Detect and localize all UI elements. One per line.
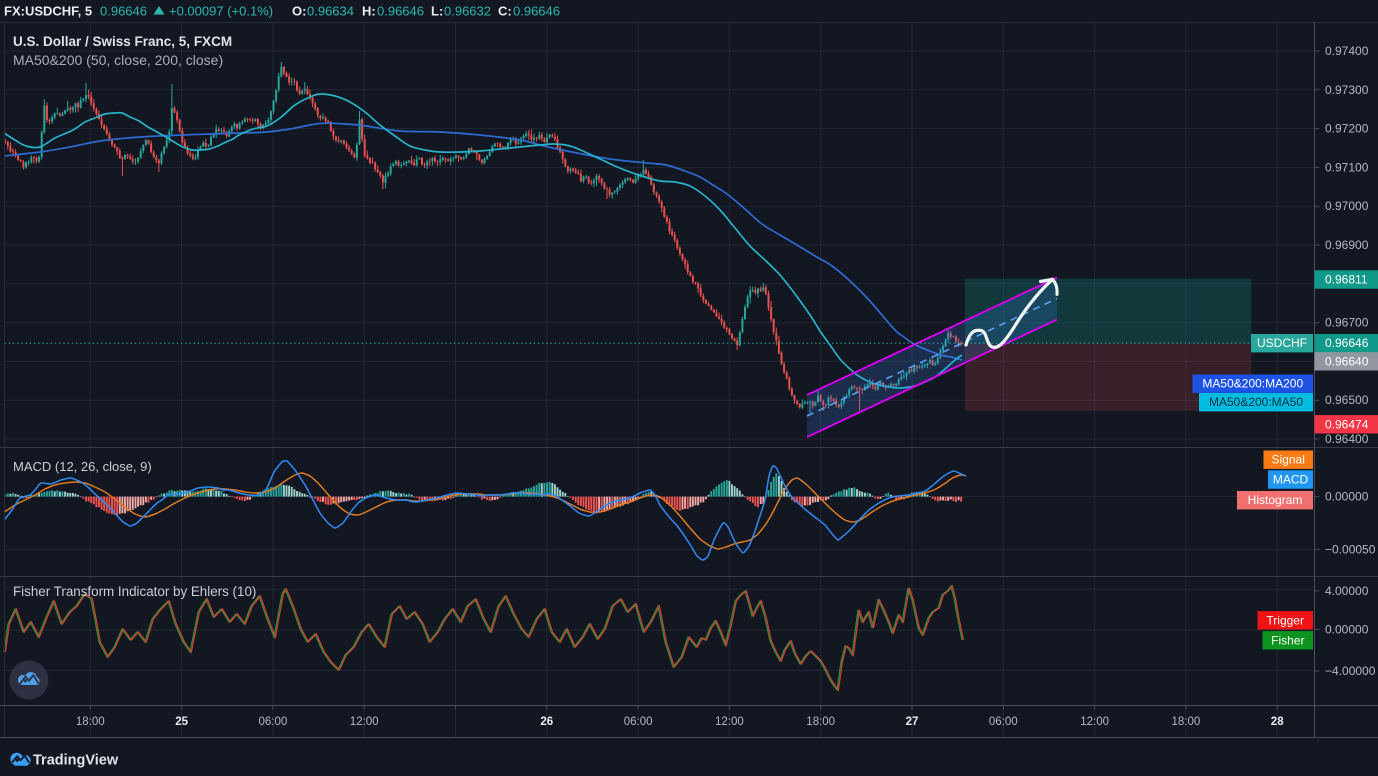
svg-text:MA50&200 (50, close, 200, clos: MA50&200 (50, close, 200, close) — [13, 52, 223, 68]
svg-text:MA50&200:MA50: MA50&200:MA50 — [1209, 395, 1303, 409]
svg-text:TradingView: TradingView — [33, 753, 119, 769]
svg-text:Trigger: Trigger — [1266, 613, 1304, 627]
svg-text:−0.00050: −0.00050 — [1325, 543, 1376, 557]
svg-text:H:: H: — [362, 4, 376, 19]
svg-text:06:00: 06:00 — [624, 716, 653, 728]
svg-text:0.97000: 0.97000 — [1325, 199, 1369, 213]
svg-text:0.96400: 0.96400 — [1325, 432, 1369, 446]
svg-text:0.96474: 0.96474 — [1325, 417, 1369, 431]
svg-text:0.96646: 0.96646 — [513, 4, 560, 19]
svg-text:FX:USDCHF, 5: FX:USDCHF, 5 — [4, 4, 92, 19]
svg-text:C:: C: — [498, 4, 512, 19]
svg-text:12:00: 12:00 — [1080, 716, 1109, 728]
svg-text:0.97400: 0.97400 — [1325, 44, 1369, 58]
svg-text:18:00: 18:00 — [806, 716, 835, 728]
svg-text:28: 28 — [1271, 716, 1284, 728]
svg-text:27: 27 — [906, 716, 919, 728]
svg-text:−4.00000: −4.00000 — [1325, 664, 1376, 678]
svg-text:26: 26 — [540, 716, 553, 728]
svg-text:USDCHF: USDCHF — [1257, 336, 1307, 350]
svg-text:0.96500: 0.96500 — [1325, 393, 1369, 407]
svg-text:18:00: 18:00 — [1172, 716, 1201, 728]
svg-text:Histogram: Histogram — [1248, 493, 1303, 507]
svg-text:12:00: 12:00 — [715, 716, 744, 728]
svg-text:06:00: 06:00 — [259, 716, 288, 728]
svg-text:Signal: Signal — [1272, 453, 1305, 467]
svg-text:O:: O: — [292, 4, 306, 19]
svg-text:25: 25 — [175, 716, 188, 728]
svg-text:0.96646: 0.96646 — [1325, 336, 1369, 350]
svg-text:0.96646: 0.96646 — [100, 4, 147, 19]
svg-text:4.00000: 4.00000 — [1325, 584, 1369, 598]
svg-text:0.96700: 0.96700 — [1325, 316, 1369, 330]
svg-text:12:00: 12:00 — [350, 716, 379, 728]
svg-text:U.S. Dollar / Swiss Franc, 5,: U.S. Dollar / Swiss Franc, 5, FXCM — [13, 34, 232, 49]
svg-text:MA50&200:MA200: MA50&200:MA200 — [1202, 377, 1303, 391]
svg-text:0.97100: 0.97100 — [1325, 160, 1369, 174]
svg-text:L:: L: — [431, 4, 443, 19]
svg-text:06:00: 06:00 — [989, 716, 1018, 728]
svg-text:MACD (12, 26, close, 9): MACD (12, 26, close, 9) — [13, 459, 152, 474]
svg-text:18:00: 18:00 — [76, 716, 105, 728]
svg-text:MACD: MACD — [1273, 473, 1309, 487]
svg-text:0.96632: 0.96632 — [444, 4, 491, 19]
svg-text:+0.00097 (+0.1%): +0.00097 (+0.1%) — [169, 4, 273, 19]
svg-text:0.00000: 0.00000 — [1325, 490, 1369, 504]
svg-text:0.96900: 0.96900 — [1325, 238, 1369, 252]
svg-text:0.96640: 0.96640 — [1325, 354, 1369, 368]
svg-text:0.96634: 0.96634 — [307, 4, 354, 19]
svg-text:Fisher: Fisher — [1271, 633, 1304, 647]
svg-text:Fisher Transform Indicator by: Fisher Transform Indicator by Ehlers (10… — [13, 584, 256, 599]
svg-text:0.97200: 0.97200 — [1325, 122, 1369, 136]
svg-text:0.97300: 0.97300 — [1325, 83, 1369, 97]
svg-text:0.00000: 0.00000 — [1325, 623, 1369, 637]
svg-text:0.96811: 0.96811 — [1325, 273, 1368, 287]
svg-text:0.96646: 0.96646 — [377, 4, 424, 19]
